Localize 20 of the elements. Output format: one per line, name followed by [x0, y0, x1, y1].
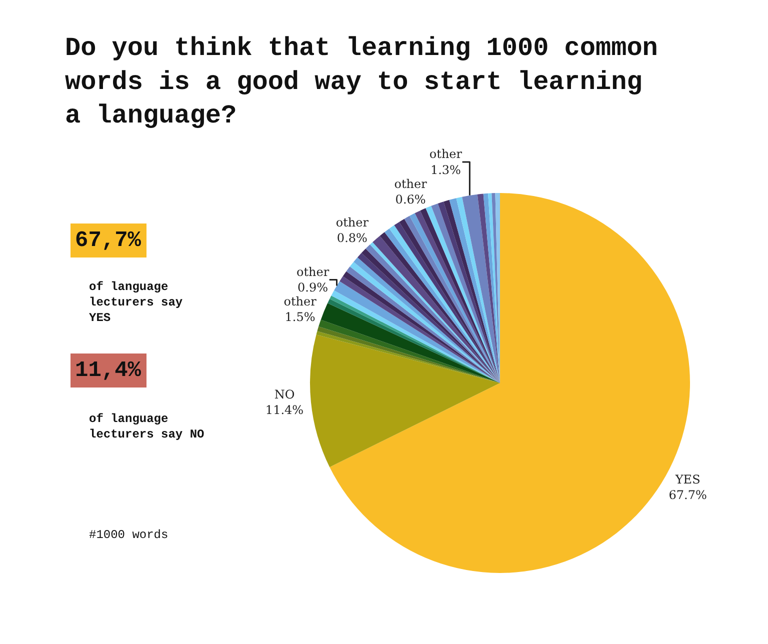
data-label: 1.5%	[284, 310, 316, 324]
slice-label: other	[296, 264, 330, 279]
slice-label: NO	[274, 387, 295, 402]
slice-label: other	[429, 147, 462, 162]
slice-label: other	[336, 216, 369, 230]
slice-label: YES	[674, 472, 700, 487]
chart-title: Do you think that learning 1000 common words is a good way to start learning a language?	[65, 33, 658, 131]
text: 11,4%	[75, 358, 142, 383]
data-label: 0.9%	[298, 280, 328, 294]
data-label: 1.3%	[430, 162, 461, 177]
text: #1000 words	[89, 528, 168, 542]
data-label: 11.4%	[265, 403, 304, 418]
data-label: 0.6%	[395, 192, 426, 206]
data-label: 0.8%	[336, 231, 368, 246]
text: of language lecturers say YES	[89, 280, 183, 326]
slice-label: other	[394, 176, 428, 191]
data-label: 67.7%	[668, 488, 707, 502]
text: 67,7%	[75, 228, 142, 253]
text: of language lecturers say NO	[89, 412, 204, 442]
slice-label: other	[284, 294, 317, 308]
